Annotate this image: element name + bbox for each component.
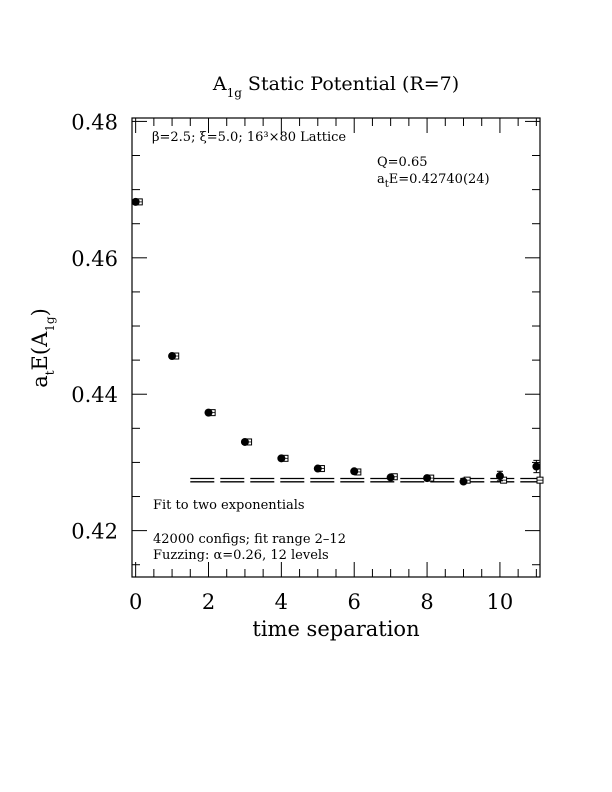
data-point	[423, 474, 432, 483]
fit-annotation: Fit to two exponentials	[153, 498, 305, 513]
fuzzing-annotation: Fuzzing: α=0.26, 12 levels	[153, 548, 329, 563]
y-tick-labels: 0.42 0.44 0.46 0.48	[71, 110, 118, 543]
x-tick-label: 6	[348, 590, 361, 614]
x-tick-label: 10	[487, 590, 514, 614]
x-tick-label: 8	[420, 590, 433, 614]
q-annotation: Q=0.65	[377, 155, 428, 170]
data-point	[204, 408, 213, 417]
y-tick-label: 0.42	[71, 520, 118, 544]
data-point	[350, 467, 359, 476]
x-tick-label: 2	[202, 590, 215, 614]
configs-annotation: 42000 configs; fit range 2–12	[153, 532, 346, 547]
data-point	[313, 464, 322, 473]
y-axis-label: atE(A1g)	[28, 308, 57, 388]
y-tick-label: 0.44	[71, 383, 118, 407]
chart-title: A1g Static Potential (R=7)	[212, 73, 459, 100]
x-axis-label: time separation	[252, 617, 419, 641]
data-point	[459, 477, 468, 486]
x-tick-labels: 0 2 4 6 8 10	[129, 590, 513, 614]
y-tick-label: 0.46	[71, 247, 118, 271]
data-point	[495, 472, 504, 481]
data-point	[277, 454, 286, 463]
axis-ticks	[132, 118, 540, 577]
data-point	[168, 352, 177, 361]
lattice-annotation: β=2.5; ξ=5.0; 16³×80 Lattice	[152, 130, 346, 145]
x-tick-label: 0	[129, 590, 142, 614]
data-point	[532, 462, 541, 471]
x-tick-label: 4	[275, 590, 288, 614]
fit-points	[135, 198, 544, 484]
data-point	[131, 197, 140, 206]
data-points	[131, 197, 541, 486]
energy-annotation: atE=0.42740(24)	[377, 172, 490, 190]
data-point	[240, 437, 249, 446]
fit-band	[190, 477, 539, 483]
data-point	[386, 473, 395, 482]
y-tick-label: 0.48	[71, 110, 118, 134]
